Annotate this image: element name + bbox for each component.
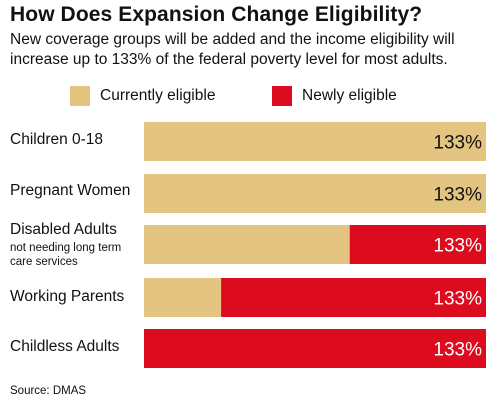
- category-label: Working Parents: [10, 288, 125, 305]
- legend-swatch-current: [70, 86, 90, 106]
- bar-newly-eligible: [221, 278, 486, 317]
- bar-value-label: 133%: [433, 289, 482, 310]
- bar-currently-eligible: [144, 225, 350, 264]
- category-label: Childless Adults: [10, 338, 120, 355]
- bar-currently-eligible: [144, 122, 486, 161]
- category-label: Disabled Adults: [10, 221, 117, 238]
- legend-swatch-new: [272, 86, 292, 106]
- category-label: Children 0-18: [10, 131, 104, 148]
- bar-value-label: 133%: [433, 236, 482, 257]
- bar-newly-eligible: [144, 329, 486, 368]
- chart-title: How Does Expansion Change Eligibility?: [10, 3, 423, 26]
- bar-currently-eligible: [144, 278, 222, 317]
- bar-value-label: 133%: [433, 340, 482, 361]
- category-label: Pregnant Women: [10, 182, 131, 199]
- category-note: not needing long term care services: [10, 242, 122, 268]
- legend: Currently eligible Newly eligible: [0, 86, 500, 108]
- bar-value-label: 133%: [433, 133, 482, 154]
- bar-value-label: 133%: [433, 185, 482, 206]
- legend-label-current: Currently eligible: [100, 87, 216, 104]
- bar-newly-eligible: [349, 225, 486, 264]
- chart-subtitle: New coverage groups will be added and th…: [10, 31, 455, 68]
- legend-label-new: Newly eligible: [302, 87, 397, 104]
- bar-currently-eligible: [144, 174, 486, 213]
- source-note: Source: DMAS: [10, 385, 87, 397]
